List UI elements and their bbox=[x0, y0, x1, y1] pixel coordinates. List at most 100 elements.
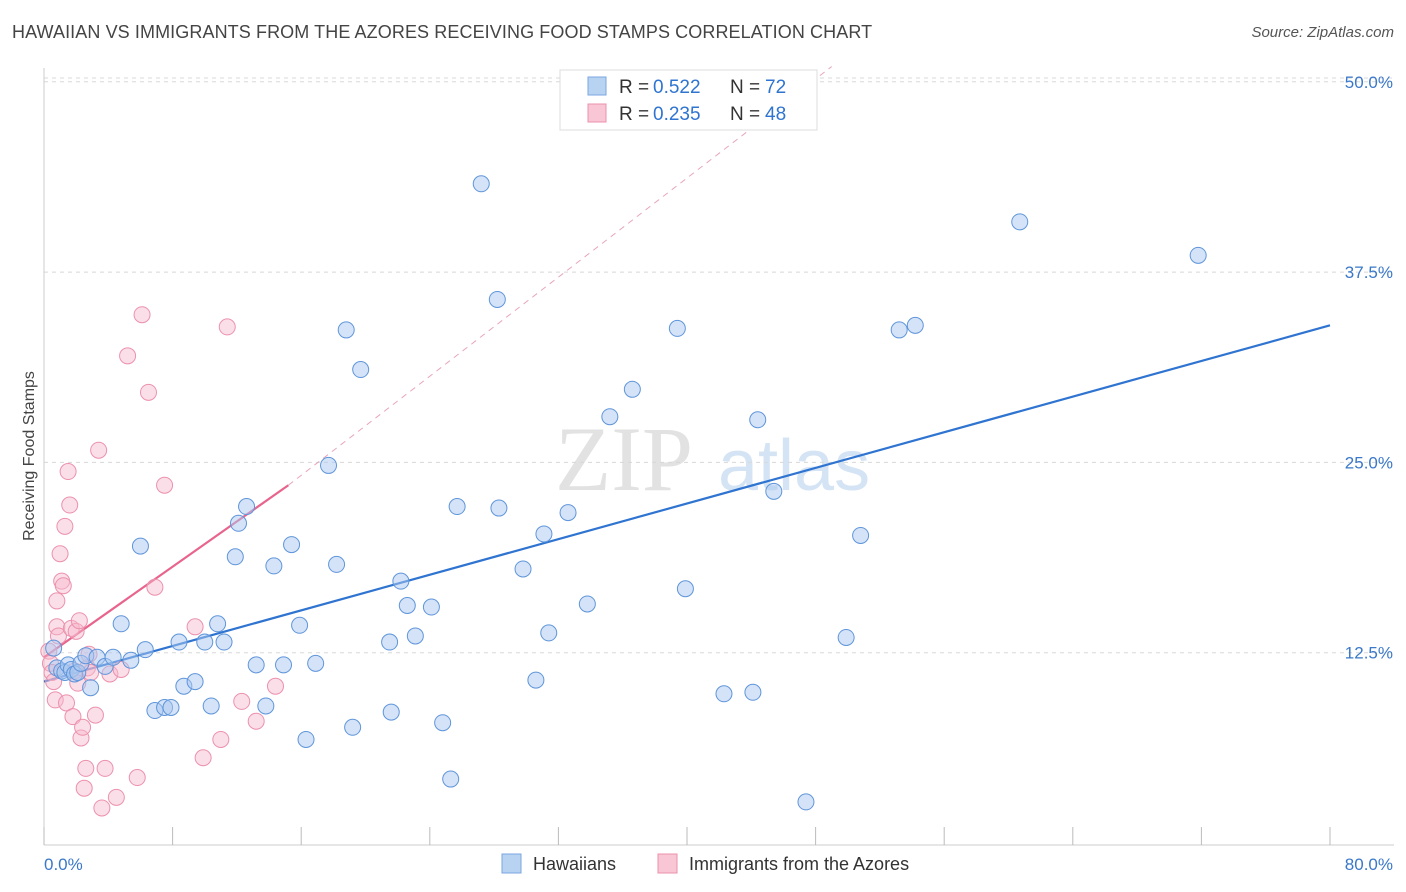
hawaiians-point bbox=[837, 628, 855, 646]
azores-point bbox=[51, 545, 69, 563]
bottom-legend-label-azores: Immigrants from the Azores bbox=[689, 854, 909, 874]
azores-point bbox=[96, 759, 114, 777]
hawaiians-point bbox=[744, 683, 762, 701]
legend-n-value-1: 72 bbox=[765, 77, 786, 98]
hawaiians-point bbox=[328, 555, 346, 573]
azores-point bbox=[77, 759, 95, 777]
azores-point bbox=[86, 706, 104, 724]
axes bbox=[43, 68, 1394, 846]
hawaiians-point bbox=[488, 290, 506, 308]
azores-point bbox=[212, 730, 230, 748]
hawaiians-point bbox=[559, 504, 577, 522]
hawaiians-point bbox=[535, 525, 553, 543]
y-tick-labels: 12.5% 25.0% 37.5% 50.0% bbox=[1345, 73, 1393, 663]
chart-title: HAWAIIAN VS IMMIGRANTS FROM THE AZORES R… bbox=[12, 22, 873, 42]
hawaiians-point bbox=[906, 316, 924, 334]
azores-point bbox=[146, 578, 164, 596]
hawaiians-point bbox=[162, 699, 180, 717]
hawaiians-point bbox=[623, 380, 641, 398]
legend-n-value-2: 48 bbox=[765, 104, 786, 125]
azores-point bbox=[156, 476, 174, 494]
hawaiians-point bbox=[852, 526, 870, 544]
legend-r-value-2: 0.235 bbox=[653, 104, 701, 125]
trend-line-azores-extension bbox=[288, 66, 832, 486]
azores-point bbox=[72, 729, 90, 747]
hawaiians-point bbox=[578, 595, 596, 613]
legend-swatch-azores bbox=[587, 103, 607, 123]
azores-point bbox=[233, 692, 251, 710]
hawaiians-point bbox=[472, 175, 490, 193]
azores-point bbox=[70, 612, 88, 630]
hawaiians-point bbox=[1011, 213, 1029, 231]
hawaiians-point bbox=[230, 514, 248, 532]
hawaiians-point bbox=[257, 697, 275, 715]
hawaiians-point bbox=[136, 641, 154, 659]
hawaiians-point bbox=[434, 714, 452, 732]
hawaiians-point bbox=[668, 319, 686, 337]
trend-line-hawaiians bbox=[43, 324, 1331, 683]
y-axis-title: Receiving Food Stamps bbox=[21, 371, 38, 541]
hawaiians-point bbox=[601, 408, 619, 426]
hawaiians-point bbox=[104, 648, 122, 666]
hawaiians-point bbox=[291, 616, 309, 634]
azores-point bbox=[74, 718, 92, 736]
legend-n-label-1: N = bbox=[730, 77, 760, 98]
hawaiians-point bbox=[422, 598, 440, 616]
x-ticks bbox=[43, 827, 1331, 845]
legend-r-value-1: 0.522 bbox=[653, 77, 701, 98]
hawaiians-point bbox=[382, 703, 400, 721]
hawaiians-point bbox=[749, 411, 767, 429]
azores-point bbox=[48, 592, 66, 610]
azores-point bbox=[90, 441, 108, 459]
hawaiians-point bbox=[265, 557, 283, 575]
hawaiians-point bbox=[398, 596, 416, 614]
hawaiians-point bbox=[209, 615, 227, 633]
hawaiians-point bbox=[307, 654, 325, 672]
azores-point bbox=[59, 463, 77, 481]
hawaiians-point bbox=[275, 656, 293, 674]
series-hawaiians-points bbox=[45, 175, 1207, 811]
series-legend: Hawaiians Immigrants from the Azores bbox=[501, 853, 909, 874]
legend-r-label-1: R = bbox=[619, 77, 649, 98]
azores-point bbox=[64, 708, 82, 726]
hawaiians-point bbox=[715, 685, 733, 703]
bottom-legend-swatch-hawaiians bbox=[501, 853, 522, 874]
hawaiians-point bbox=[490, 499, 508, 517]
hawaiians-point bbox=[540, 624, 558, 642]
watermark-atlas: atlas bbox=[718, 426, 870, 506]
hawaiians-point bbox=[344, 718, 362, 736]
hawaiians-point bbox=[406, 627, 424, 645]
azores-point bbox=[75, 779, 93, 797]
watermark-zip: ZIP bbox=[555, 408, 693, 510]
hawaiians-point bbox=[226, 548, 244, 566]
hawaiians-point bbox=[442, 770, 460, 788]
hawaiians-point bbox=[215, 633, 233, 651]
azores-point bbox=[61, 496, 79, 514]
x-tick-label-max: 80.0% bbox=[1345, 855, 1393, 874]
hawaiians-point bbox=[320, 456, 338, 474]
source-label: Source: ZipAtlas.com bbox=[1251, 24, 1394, 41]
azores-point bbox=[93, 799, 111, 817]
hawaiians-point bbox=[448, 498, 466, 516]
azores-point bbox=[56, 517, 74, 535]
hawaiians-point bbox=[765, 482, 783, 500]
legend-swatch-hawaiians bbox=[587, 76, 607, 96]
bottom-legend-swatch-azores bbox=[657, 853, 678, 874]
legend-n-label-2: N = bbox=[730, 104, 760, 125]
hawaiians-point bbox=[352, 361, 370, 379]
hawaiians-point bbox=[170, 633, 188, 651]
hawaiians-point bbox=[247, 656, 265, 674]
y-tick-label: 25.0% bbox=[1345, 453, 1393, 472]
hawaiians-point bbox=[283, 536, 301, 554]
hawaiians-point bbox=[122, 651, 140, 669]
azores-point bbox=[194, 749, 212, 767]
hawaiians-point bbox=[297, 730, 315, 748]
azores-point bbox=[128, 769, 146, 787]
hawaiians-point bbox=[676, 580, 694, 598]
hawaiians-point bbox=[131, 537, 149, 555]
azores-point bbox=[107, 788, 125, 806]
hawaiians-point bbox=[82, 679, 100, 697]
azores-point bbox=[218, 318, 236, 336]
hawaiians-point bbox=[527, 671, 545, 689]
